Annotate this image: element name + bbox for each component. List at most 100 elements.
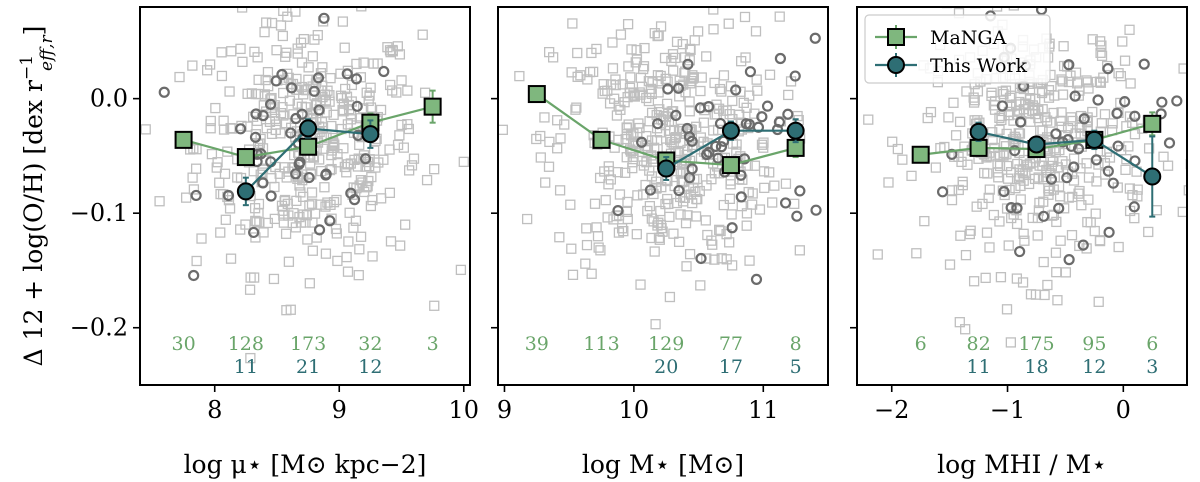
manga-galaxy-marker (1087, 34, 1098, 45)
manga-galaxy-marker (355, 231, 367, 242)
manga-galaxy-marker (1089, 225, 1100, 237)
manga-galaxy-marker (1061, 61, 1073, 72)
manga-galaxy-marker (919, 215, 930, 227)
manga-galaxy-marker (659, 52, 671, 64)
manga-galaxy-marker (108, 67, 117, 76)
manga-galaxy-marker (647, 77, 658, 88)
manga-galaxy-marker (455, 264, 467, 276)
manga-galaxy-marker (1057, 89, 1069, 100)
manga-galaxy-marker (187, 60, 198, 71)
manga-galaxy-marker (930, 162, 942, 173)
manga-galaxy-marker (396, 75, 407, 86)
manga-galaxy-marker (298, 209, 309, 220)
this-work-galaxy-marker (190, 189, 202, 202)
manga-galaxy-marker (188, 184, 200, 195)
this-work-galaxy-marker (1156, 96, 1168, 108)
y-tick-label: −0.1 (70, 199, 128, 227)
manga-galaxy-marker (187, 172, 198, 183)
this-work-galaxy-marker (779, 197, 792, 209)
manga-galaxy-marker (367, 251, 378, 262)
manga-galaxy-marker (968, 276, 980, 287)
this-work-galaxy-marker (1102, 165, 1114, 177)
manga-galaxy-marker (671, 197, 683, 209)
manga-galaxy-marker (357, 177, 368, 188)
manga-galaxy-marker (702, 229, 713, 241)
manga-galaxy-marker (202, 65, 213, 76)
this-work-galaxy-marker (324, 215, 336, 227)
manga-galaxy-marker (651, 183, 662, 194)
data-layer: 6 82 175 95 6 11 18 12 3 (911, 111, 1162, 378)
manga-galaxy-marker (987, 127, 998, 138)
manga-galaxy-marker (701, 253, 712, 264)
manga-galaxy-marker (250, 232, 261, 243)
manga-galaxy-marker (382, 42, 393, 53)
this-work-galaxy-marker (714, 117, 727, 130)
manga-galaxy-marker (319, 0, 328, 2)
manga-galaxy-marker (994, 112, 1005, 124)
manga-galaxy-marker (154, 196, 165, 207)
series-this-work (969, 121, 1162, 218)
manga-galaxy-marker (1033, 172, 1044, 183)
manga-galaxy-marker (622, 213, 633, 225)
manga-galaxy-marker (1038, 256, 1049, 268)
this-work-galaxy-marker (351, 100, 363, 112)
manga-galaxy-marker (400, 219, 411, 230)
plot-frame (139, 6, 471, 386)
this-work-galaxy-marker (761, 100, 774, 112)
manga-galaxy-marker (610, 79, 621, 91)
manga-galaxy-marker (622, 196, 633, 208)
manga-galaxy-marker (196, 233, 207, 244)
manga-galaxy-marker (839, 90, 848, 99)
manga-galaxy-marker (741, 208, 753, 219)
this-work-galaxy-marker (248, 226, 260, 239)
manga-galaxy-marker (258, 100, 269, 111)
manga-galaxy-marker (216, 47, 227, 58)
manga-galaxy-marker (205, 123, 216, 134)
manga-galaxy-marker (392, 139, 404, 151)
this-work-galaxy-marker (1014, 245, 1026, 258)
this-work-galaxy-marker (1119, 96, 1131, 108)
manga-galaxy-marker (708, 7, 719, 15)
manga-galaxy-marker (756, 139, 768, 150)
legend-this-work-marker (887, 56, 905, 74)
manga-galaxy-marker (602, 85, 613, 96)
manga-galaxy-marker (552, 143, 563, 154)
manga-galaxy-marker (1117, 36, 1128, 47)
manga-galaxy-marker (498, 124, 508, 135)
manga-galaxy-marker (991, 7, 1003, 12)
manga-galaxy-marker (458, 156, 469, 168)
manga-galaxy-marker (354, 0, 363, 2)
manga-galaxy-marker (1019, 235, 1030, 246)
manga-galaxy-marker (244, 284, 256, 295)
this-work-galaxy-marker (1078, 113, 1090, 125)
this-work-galaxy-marker (1111, 107, 1123, 119)
manga-galaxy-marker (1066, 229, 1078, 241)
manga-galaxy-marker (1003, 106, 1015, 118)
manga-galaxy-marker (402, 85, 413, 96)
manga-galaxy-marker (1091, 176, 1102, 187)
manga-galaxy-marker (1050, 247, 1062, 258)
manga-galaxy-marker (622, 19, 634, 30)
manga-bin-point (423, 97, 442, 116)
manga-galaxy-marker (724, 193, 735, 204)
manga-galaxy-marker (658, 110, 669, 122)
manga-galaxy-marker (623, 61, 634, 72)
this-work-galaxy-marker (717, 135, 730, 147)
panel-gas-fraction: 6 82 175 95 6 11 18 12 3 −2 −1 0 log MHI / M⋆ MaNG… (850, 6, 1188, 479)
manga-galaxy-marker (302, 234, 313, 245)
x-tick-label: 9 (332, 396, 347, 424)
manga-galaxy-marker (299, 7, 311, 8)
manga-galaxy-marker (571, 102, 582, 113)
this-work-bin-count: 11 (234, 356, 258, 378)
manga-galaxy-marker (375, 104, 387, 116)
manga-galaxy-marker (1042, 279, 1053, 291)
this-work-galaxy-marker (303, 171, 315, 184)
this-work-galaxy-marker (1163, 137, 1176, 149)
this-work-galaxy-marker (257, 177, 269, 189)
this-work-galaxy-marker (341, 68, 353, 80)
manga-galaxy-marker (554, 185, 566, 196)
manga-galaxy-marker (998, 88, 1009, 100)
this-work-galaxy-marker (1112, 140, 1124, 152)
manga-galaxy-marker (652, 76, 663, 87)
this-work-galaxy-marker (750, 273, 763, 286)
